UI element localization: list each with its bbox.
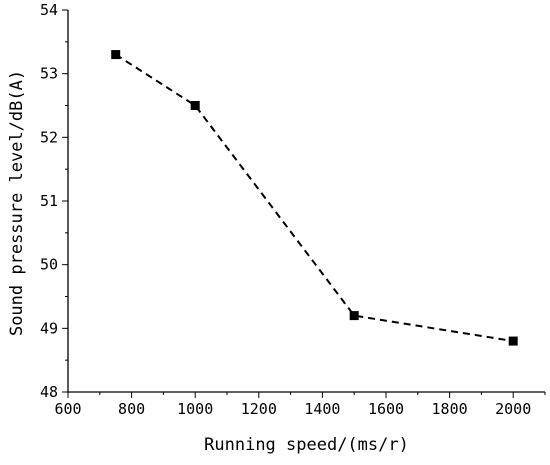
series <box>111 50 518 346</box>
x-tick-label: 600 <box>54 400 81 418</box>
y-tick-label: 54 <box>40 1 58 19</box>
data-point <box>111 50 121 60</box>
series-line <box>115 53 514 343</box>
ticks: 600 800 1000 1200 1400 1600 1800 2000 48 49 50 51 52… <box>40 1 546 418</box>
y-tick-label: 48 <box>40 383 58 401</box>
x-tick-label: 1400 <box>304 400 340 418</box>
x-tick-label: 1000 <box>177 400 213 418</box>
data-point <box>190 101 200 110</box>
x-tick-label: 1600 <box>368 400 404 418</box>
y-tick-label: 51 <box>40 192 58 210</box>
y-tick-label: 49 <box>40 319 58 337</box>
axes <box>67 10 545 393</box>
y-tick-label: 52 <box>40 128 58 146</box>
data-point <box>508 336 518 346</box>
x-tick-label: 2000 <box>495 400 531 418</box>
x-tick-label: 1200 <box>241 400 277 418</box>
y-axis-label: Sound pressure level/dB(A) <box>7 70 27 336</box>
data-point <box>349 311 359 321</box>
y-tick-label: 50 <box>40 256 58 274</box>
x-axis-label: Running speed/(ms/r) <box>204 435 409 455</box>
x-tick-label: 800 <box>118 400 145 418</box>
x-tick-label: 1800 <box>432 400 468 418</box>
y-tick-label: 53 <box>40 65 58 83</box>
